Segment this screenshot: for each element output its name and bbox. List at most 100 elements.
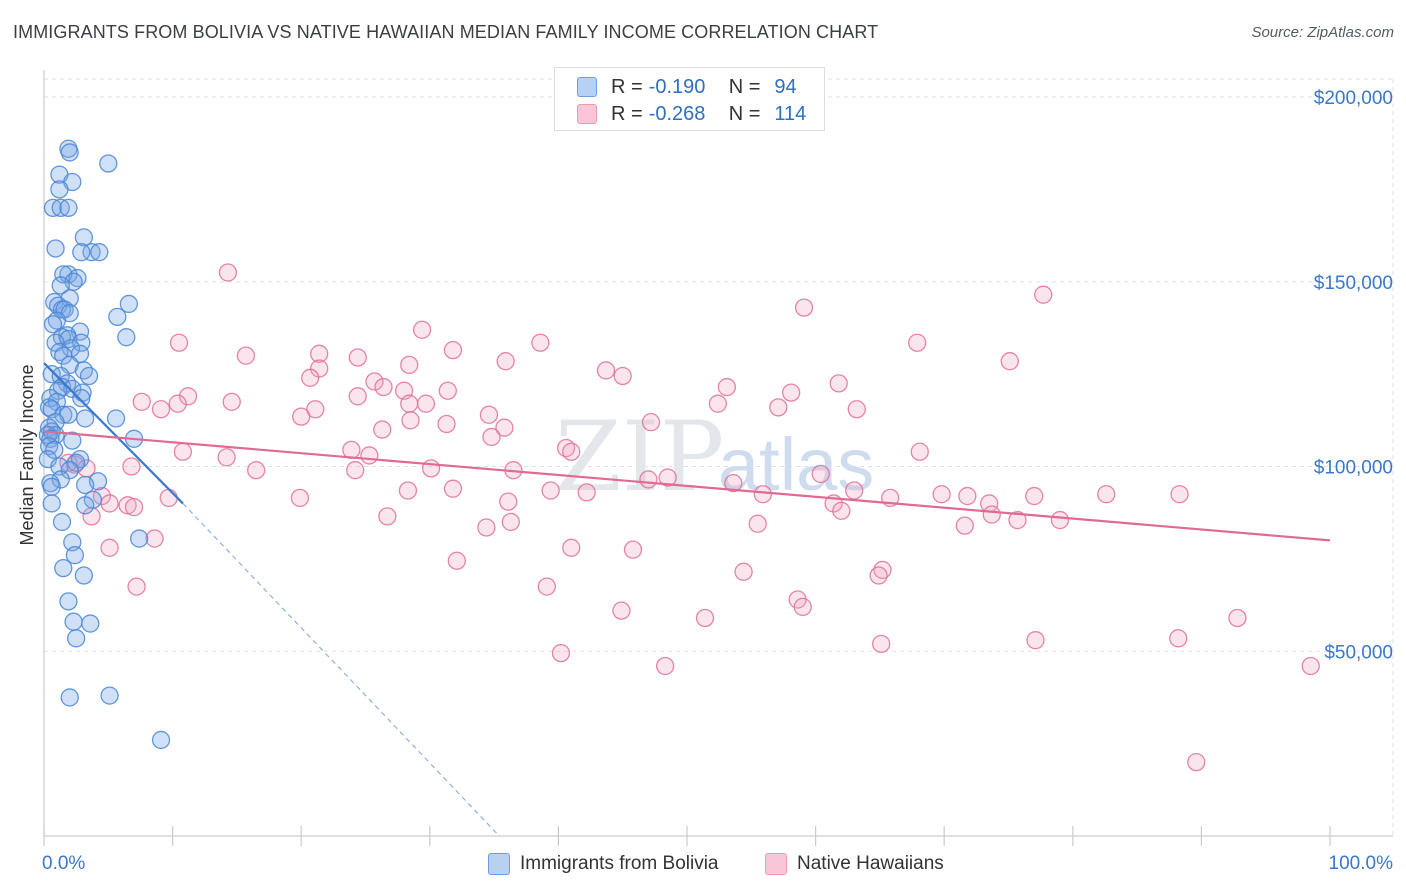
hawaiian-point [499,492,518,511]
hawaiian-point [496,352,515,371]
hawaiian-point [118,496,137,515]
bolivia-point [42,364,61,384]
hawaiian-point [562,538,581,557]
hawaiian-point [1170,485,1189,504]
legend-n-label: N = [728,102,761,125]
hawaiian-trend-line [43,430,1331,542]
bolivia-point [99,154,118,173]
series-legend-hawaiians: Native Hawaiians [765,851,944,877]
hawaiian-point [127,577,146,596]
hawaiian-point [100,494,119,513]
hawaiian-point [348,348,367,367]
bolivia-point [108,307,127,327]
hawaiian-point [400,394,419,413]
hawaiian-point [537,577,556,596]
hawaiian-point [373,420,392,439]
hawaiian-point [641,413,661,432]
hawaiian-point [541,481,560,500]
bolivia-point [42,477,61,496]
hawaiian-point [412,320,432,339]
hawaiian-point [811,464,830,484]
hawaiian-point [421,459,441,478]
hawaiian-point [655,656,675,676]
hawaiian-point [438,381,457,400]
hawaiian-point [173,442,193,461]
hawaiian-point [378,507,397,526]
chart-source: Source: ZipAtlas.com [1251,24,1394,41]
hawaiian-point [247,461,266,480]
hawaiian-point [872,634,891,654]
hawaiian-point [145,529,164,548]
bolivia-point [106,409,126,428]
hawaiian-point [708,394,728,413]
hawaiian-point [401,411,420,430]
bottom-swatch-blue [488,853,510,875]
bolivia-point [119,294,139,314]
y-tick-label: $50,000 [1324,642,1393,663]
native-hawaiians-points [59,263,1320,772]
bolivia-point [63,431,82,450]
hawaiian-point [845,481,864,500]
bolivia-point [45,440,64,460]
bolivia-point [51,276,70,295]
legend-n-value: 114 [774,102,807,125]
legend-swatch-blue [577,77,597,97]
hawaiian-point [596,361,616,380]
watermark-zip: ZIP [555,401,724,513]
bolivia-point [79,366,99,386]
hawaiian-point [782,383,801,402]
hawaiian-point [447,551,466,570]
hawaiian-point [236,346,256,365]
bolivia-point [72,388,91,408]
hawaiian-point [639,470,658,489]
y-tick-label: $200,000 [1314,88,1393,109]
legend-n-label: N = [728,75,761,98]
hawaiian-point [1034,285,1053,304]
y-tick-label: $100,000 [1314,458,1393,479]
bolivia-point [151,730,171,750]
hawaiian-point [348,387,367,406]
bolivia-point [46,239,65,258]
hawaiian-point [753,485,773,504]
hawaiian-point [612,601,631,620]
hawaiian-point [910,442,929,461]
bolivia-point [74,228,94,247]
hawaiian-point [1228,608,1247,628]
hawaiian-point [748,514,767,533]
hawaiian-point [1187,752,1206,772]
bolivia-point [59,198,78,218]
legend-row-bolivia: R = -0.190 N = 94 [577,74,797,100]
bolivia-point [76,496,95,515]
bolivia-point [130,529,149,548]
bolivia-point [59,592,78,611]
hawaiian-point [365,372,384,391]
legend-r-label: R = [611,75,643,98]
bolivia-point [76,475,95,495]
bolivia-point [54,346,73,365]
y-tick-label: $150,000 [1314,273,1393,294]
hawaiian-point [346,461,365,480]
hawaiian-point [623,540,643,559]
hawaiian-point [1026,631,1045,650]
bolivia-point [76,409,95,428]
x-tick-label: 0.0% [42,853,85,874]
hawaiian-point [398,481,418,500]
bolivia-point [60,688,79,707]
hawaiian-point [658,468,677,487]
hawaiian-point [374,377,393,397]
hawaiian-point [829,374,848,393]
bolivia-point [42,494,61,513]
bolivia-point [74,566,94,585]
legend-r-value: -0.268 [648,102,706,125]
hawaiian-point [292,407,311,426]
bolivia-point [81,614,100,633]
axis-labels: $50,000 $100,000 $150,000 $200,000 0.0% 100.0… [17,88,1393,874]
hawaiian-point [151,400,171,419]
series-label-hawaiians: Native Hawaiians [797,853,944,874]
watermark: ZIP atlas [555,401,874,513]
bolivia-trend-line [43,362,184,505]
hawaiian-point [1000,352,1019,371]
hawaiian-point [717,377,737,397]
bolivia-point [41,429,60,448]
